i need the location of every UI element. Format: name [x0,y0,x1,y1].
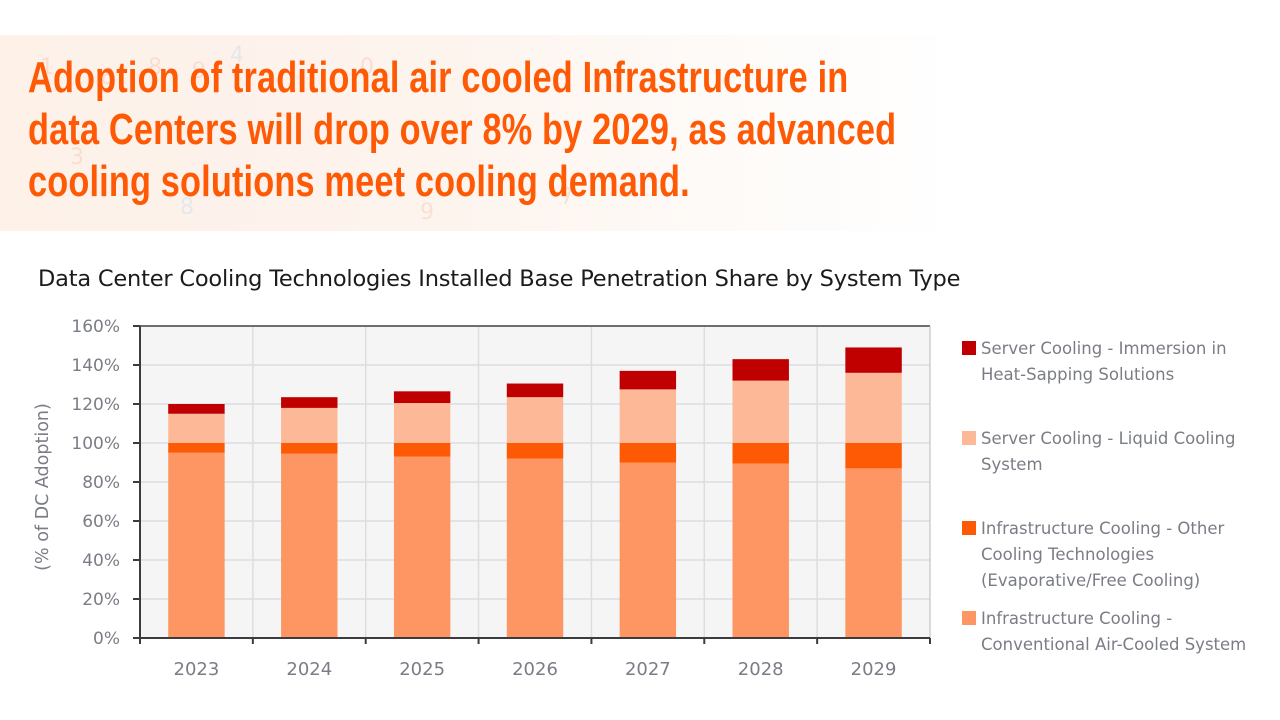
y-tick-label: 120% [71,395,120,415]
chart-title: Data Center Cooling Technologies Install… [38,266,961,292]
deco-digit: 9 [420,200,434,225]
y-tick-label: 160% [71,317,120,337]
headline: Adoption of traditional air cooled Infra… [28,52,1034,208]
legend-swatch [962,341,976,355]
legend-swatch [962,611,976,625]
bar-segment-liquid-cooling [619,389,677,443]
deco-digit: 3 [70,145,84,170]
deco-digit: 9 [192,59,206,84]
bar-segment-other-cooling [506,443,564,459]
deco-digit: 1 [40,55,54,80]
deco-digit: 7 [560,185,574,210]
legend-label: Infrastructure Cooling - Other Cooling Te… [981,516,1280,594]
x-tick-label: 2026 [512,659,558,680]
bar-segment-other-cooling [619,443,677,463]
bar-segment-liquid-cooling [393,403,451,443]
bar-segment-air-cooled [845,468,902,638]
legend-label-line: Infrastructure Cooling - Other [981,519,1225,538]
bar-segment-other-cooling [168,443,225,453]
bar-segment-air-cooled [506,458,564,638]
legend-item[interactable]: Server Cooling - Liquid Cooling System [962,426,1280,478]
legend-label-line: Server Cooling - Liquid Cooling [981,429,1236,448]
bar-segment-liquid-cooling [845,372,902,443]
legend-label-line: System [981,455,1043,474]
bar-segment-air-cooled [619,462,677,638]
x-tick-label: 2029 [851,659,897,680]
deco-digit: 6 [100,65,114,90]
bar-segment-immersion [845,347,902,373]
bar-segment-immersion [732,359,789,381]
x-tick-label: 2027 [625,659,671,680]
y-tick-label: 0% [93,629,120,649]
legend-label-line: Infrastructure Cooling - [981,609,1173,628]
legend-swatch [962,431,976,445]
bar-segment-air-cooled [732,463,789,638]
legend-label-line: Heat-Sapping Solutions [981,365,1175,384]
bar-segment-other-cooling [845,443,902,469]
legend-item[interactable]: Infrastructure Cooling - Conventional Air… [962,606,1280,658]
bar-segment-immersion [506,383,564,398]
bar-stack-2025 [393,391,451,638]
bar-stack-2026 [506,383,564,638]
y-axis-label: (% of DC Adoption) [33,403,53,571]
bar-segment-immersion [619,370,677,390]
legend-label-line: Conventional Air-Cooled System [981,635,1247,654]
x-tick-label: 2025 [399,659,445,680]
bar-segment-air-cooled [281,453,338,638]
deco-digit: 4 [230,43,244,68]
y-tick-label: 20% [82,590,120,610]
bar-segment-air-cooled [168,452,225,638]
bar-segment-liquid-cooling [281,407,338,443]
bar-stack-2028 [732,359,789,638]
x-tick-labels: 2023 2024 2025 2026 2027 2028 2029 [174,659,897,680]
legend-label-line: (Evaporative/Free Cooling) [981,571,1201,590]
bar-segment-immersion [168,404,225,414]
legend-swatch [962,521,976,535]
axes [133,325,931,644]
legend-label: Server Cooling - Immersion in Heat-Sappin… [981,336,1280,388]
legend-label-line: Cooling Technologies [981,545,1155,564]
bar-stack-2029 [845,347,902,638]
legend-item[interactable]: Server Cooling - Immersion in Heat-Sappin… [962,336,1280,388]
headline-line-3: cooling solutions meet cooling demand. [28,157,690,206]
x-tick-label: 2028 [738,659,784,680]
bar-segment-liquid-cooling [732,380,789,443]
headline-banner: 1 6 8 9 4 3 8 9 0 7 [0,35,1280,231]
bar-segment-liquid-cooling [168,413,225,443]
x-tick-label: 2024 [286,659,332,680]
bar-segment-other-cooling [393,443,451,457]
y-tick-label: 140% [71,356,120,376]
bar-segment-immersion [393,391,451,404]
headline-line-1: Adoption of traditional air cooled Infra… [28,53,849,102]
deco-digit: 8 [148,55,162,80]
bar-segment-immersion [281,397,338,408]
bar-segment-air-cooled [393,456,451,638]
banner-decoration: 1 6 8 9 4 3 8 9 0 7 [0,35,700,231]
y-tick-labels: 0% 20% 40% 60% 80% 100% 120% 140% 160% [71,317,120,649]
bars [168,347,902,638]
bar-segment-other-cooling [732,443,789,464]
legend-label: Server Cooling - Liquid Cooling System [981,426,1280,478]
deco-digit: 0 [360,55,374,80]
y-tick-label: 100% [71,434,120,454]
bar-stack-2023 [168,404,225,638]
bar-segment-other-cooling [281,443,338,454]
x-tick-label: 2023 [174,659,220,680]
bar-stack-2024 [281,397,338,638]
legend-label: Infrastructure Cooling - Conventional Air… [981,606,1280,658]
y-tick-label: 80% [82,473,120,493]
bar-stack-2027 [619,370,677,638]
bar-segment-liquid-cooling [506,397,564,443]
headline-line-2: data Centers will drop over 8% by 2029, … [28,105,897,154]
deco-digit: 8 [180,195,194,220]
legend-item[interactable]: Infrastructure Cooling - Other Cooling Te… [962,516,1280,594]
y-tick-label: 60% [82,512,120,532]
y-tick-label: 40% [82,551,120,571]
legend-label-line: Server Cooling - Immersion in [981,339,1227,358]
